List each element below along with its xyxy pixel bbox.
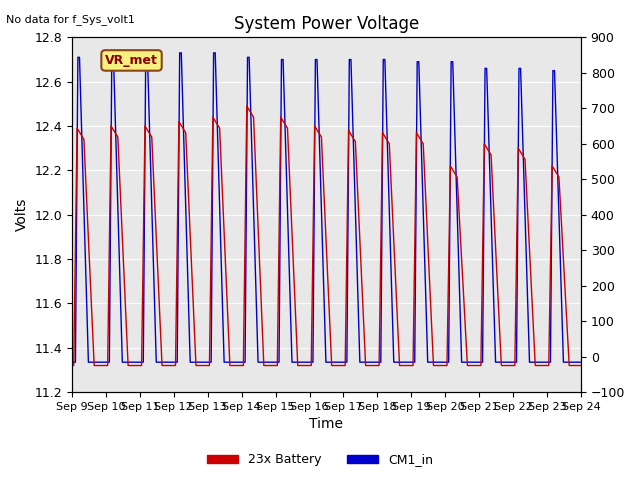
CM1_in (189, 360, 197, 365)
23x Battery (573, 362, 580, 368)
Line: CM1_in: CM1_in (72, 53, 581, 362)
Title: System Power Voltage: System Power Voltage (234, 15, 419, 33)
Y-axis label: Volts: Volts (15, 198, 29, 231)
CM1_in (573, 360, 580, 365)
Text: VR_met: VR_met (105, 54, 158, 67)
23x Battery (260, 362, 268, 368)
23x Battery (296, 362, 304, 368)
CM1_in (577, 360, 585, 365)
23x Battery (68, 362, 76, 368)
23x Battery (186, 233, 194, 239)
CM1_in (296, 360, 304, 365)
CM1_in (142, 50, 150, 56)
Line: 23x Battery: 23x Battery (72, 106, 581, 365)
23x Battery (243, 103, 251, 109)
23x Battery (577, 362, 585, 368)
Text: No data for f_Sys_volt1: No data for f_Sys_volt1 (6, 14, 135, 25)
CM1_in (186, 360, 194, 365)
CM1_in (192, 360, 200, 365)
Legend: 23x Battery, CM1_in: 23x Battery, CM1_in (202, 448, 438, 471)
CM1_in (260, 360, 268, 365)
23x Battery (192, 355, 200, 360)
CM1_in (68, 360, 76, 365)
X-axis label: Time: Time (310, 418, 344, 432)
23x Battery (189, 295, 196, 300)
